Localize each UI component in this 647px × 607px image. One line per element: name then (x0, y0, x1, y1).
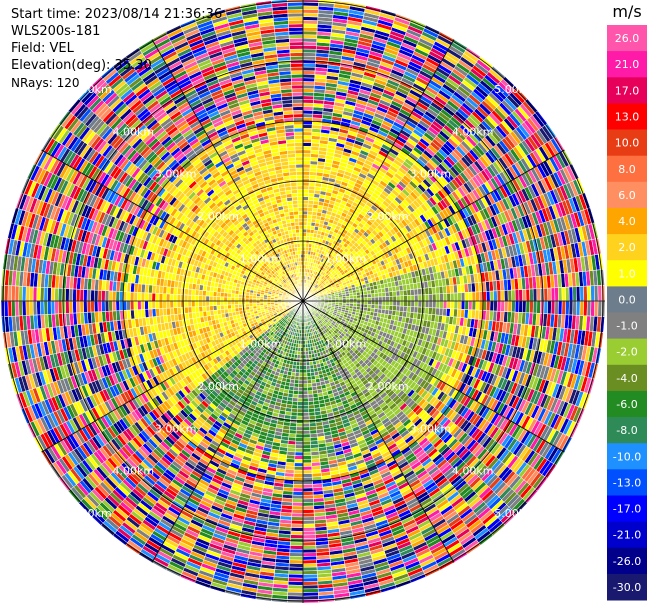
range-ring-label: 3.00km (410, 422, 452, 435)
colorbar-swatch (607, 260, 647, 287)
colorbar-swatch (607, 547, 647, 575)
range-ring-label: 5.00km (70, 83, 112, 96)
colorbar-tick-label: 4.0 (618, 215, 636, 228)
range-ring-label: 4.00km (452, 465, 494, 478)
range-ring-label: 1.00km (325, 337, 367, 350)
colorbar-tick-label: -8.0 (616, 424, 637, 437)
velocity-gates (0, 0, 606, 604)
colorbar-swatch (607, 312, 647, 340)
colorbar-swatch (607, 495, 647, 523)
colorbar-swatch (607, 469, 647, 496)
range-ring-label: 4.00km (452, 125, 494, 138)
range-ring-label: 5.00km (494, 507, 536, 520)
range-ring-label: 3.00km (410, 168, 452, 181)
colorbar-tick-label: 10.0 (615, 137, 640, 150)
range-ring-label: 1.00km (325, 253, 367, 266)
colorbar-tick-label: -13.0 (613, 476, 641, 489)
colorbar-swatch (607, 25, 647, 52)
colorbar-tick-label: -1.0 (616, 320, 637, 333)
colorbar-tick-label: 13.0 (615, 111, 640, 124)
colorbar-swatch (607, 286, 647, 313)
range-ring-label: 4.00km (113, 125, 155, 138)
colorbar-swatch (607, 443, 647, 470)
colorbar-tick-label: -21.0 (613, 529, 641, 542)
colorbar-tick-label: 0.0 (618, 293, 636, 306)
azimuth-spoke (302, 300, 565, 453)
range-ring-labels: 1.00km 1.00km 1.00km 1.00km 2.00km 2.00km 2.00… (70, 83, 536, 520)
colorbar-swatch (607, 51, 647, 78)
colorbar-swatch (607, 521, 647, 549)
azimuth-spoke (41, 149, 304, 302)
azimuth-spoke (151, 39, 304, 302)
colorbar-tick-label: -30.0 (613, 581, 641, 594)
range-ring-label: 1.00km (240, 253, 282, 266)
colorbar-tick-label: 6.0 (618, 189, 636, 202)
colorbar-swatch (607, 129, 647, 157)
range-ring-label: 5.00km (70, 507, 112, 520)
azimuth-spoke (302, 300, 455, 563)
range-ring-label: 2.00km (367, 210, 409, 223)
colorbar-swatch (607, 103, 647, 130)
colorbar-unit: m/s (612, 2, 641, 21)
colorbar-swatch (607, 155, 647, 183)
colorbar-swatch (607, 364, 647, 392)
colorbar-tick-label: 26.0 (615, 32, 640, 45)
colorbar-swatch (607, 234, 647, 261)
colorbar-tick-label: 21.0 (615, 58, 640, 71)
range-ring-label: 1.00km (240, 337, 282, 350)
colorbar-tick-label: 17.0 (615, 84, 640, 97)
colorbar-tick-label: -26.0 (613, 555, 641, 568)
range-ring-label: 2.00km (197, 380, 239, 393)
range-ring-label: 2.00km (197, 210, 239, 223)
range-ring-label: 5.00km (494, 83, 536, 96)
colorbar-tick-label: -6.0 (616, 398, 637, 411)
azimuth-spoke (41, 300, 304, 453)
range-ring-label: 2.00km (367, 380, 409, 393)
colorbar-tick-label: -10.0 (613, 450, 641, 463)
colorbar-tick-label: 1.0 (618, 267, 636, 280)
colorbar-swatch (607, 417, 647, 444)
colorbar-tick-label: 8.0 (618, 163, 636, 176)
range-ring-grid (1, 0, 605, 603)
colorbar-swatch (607, 181, 647, 209)
range-ring-label: 3.00km (155, 168, 197, 181)
colorbar-swatch (607, 390, 647, 418)
colorbar-tick-label: -17.0 (613, 503, 641, 516)
colorbar-tick-label: -2.0 (616, 346, 637, 359)
colorbar-swatch (607, 77, 647, 104)
colorbar-swatch (607, 573, 647, 601)
azimuth-spoke (302, 149, 565, 302)
range-ring-label: 4.00km (113, 465, 155, 478)
colorbar-tick-label: 2.0 (618, 241, 636, 254)
colorbar-tick-label: -4.0 (616, 372, 637, 385)
azimuth-spoke (151, 300, 304, 563)
range-ring-label: 3.00km (155, 422, 197, 435)
colorbar-swatch (607, 338, 647, 366)
colorbar-swatch (607, 208, 647, 235)
azimuth-spoke (302, 39, 455, 302)
